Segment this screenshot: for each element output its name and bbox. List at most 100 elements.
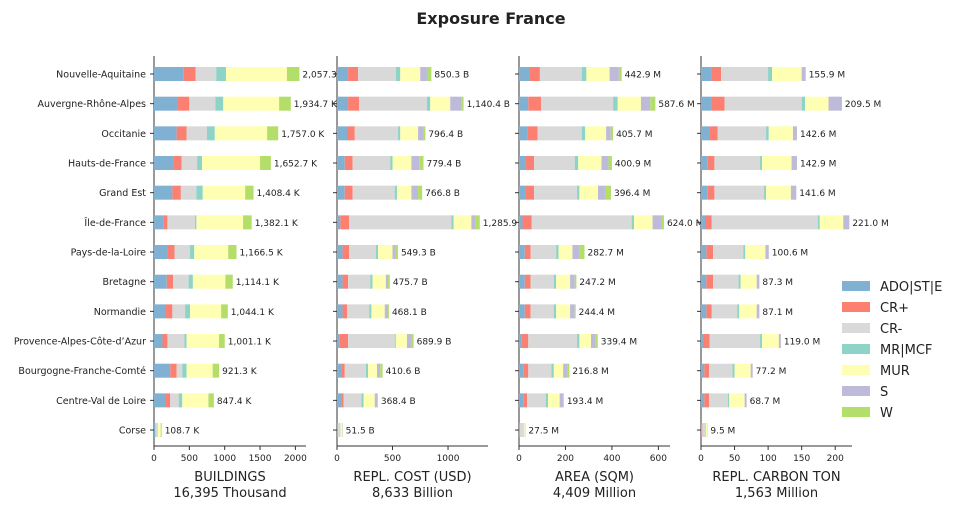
bar-segment bbox=[756, 304, 760, 319]
bar-segment bbox=[166, 274, 174, 289]
bar-segment bbox=[337, 245, 343, 260]
bar-segment bbox=[527, 126, 538, 141]
bar-segment bbox=[574, 156, 579, 171]
value-label: 1,140.4 B bbox=[467, 100, 510, 110]
bar-segment bbox=[154, 363, 171, 378]
bar-segment bbox=[172, 185, 181, 200]
bar-segment bbox=[519, 156, 526, 171]
bar-segment bbox=[711, 215, 818, 230]
bar-segment bbox=[344, 185, 353, 200]
bar-segment bbox=[541, 96, 614, 111]
value-label: 624.0 M bbox=[667, 219, 703, 229]
bar-segment bbox=[711, 67, 722, 81]
x-tick-label: 50 bbox=[729, 454, 741, 464]
value-label: 468.1 B bbox=[392, 308, 427, 318]
bar-segment bbox=[805, 96, 829, 111]
bar-segment bbox=[173, 274, 189, 289]
bar-segment bbox=[395, 67, 401, 81]
bar-segment bbox=[519, 423, 520, 438]
bar-segment bbox=[768, 67, 773, 81]
bar-segment bbox=[163, 215, 168, 230]
value-label: 549.3 B bbox=[401, 249, 436, 259]
bar-segment bbox=[519, 245, 525, 260]
value-label: 1,934.7 K bbox=[294, 100, 338, 110]
bar-segment bbox=[558, 245, 573, 260]
bar-segment bbox=[843, 215, 850, 230]
bar-segment bbox=[418, 126, 424, 141]
bar-segment bbox=[523, 423, 525, 438]
bar-segment bbox=[791, 156, 797, 171]
bar-segment bbox=[519, 363, 524, 378]
region-label: Île-de-France bbox=[83, 217, 146, 229]
bar-segment bbox=[609, 67, 619, 81]
bar-segment bbox=[192, 274, 226, 289]
bar-segment bbox=[530, 245, 557, 260]
bar-segment bbox=[729, 393, 745, 408]
bar-segment bbox=[216, 67, 227, 81]
bar-segment bbox=[188, 274, 193, 289]
bar-segment bbox=[525, 185, 535, 200]
bar-segment bbox=[419, 156, 424, 171]
bar-segment bbox=[739, 304, 757, 319]
bar-segment bbox=[453, 215, 472, 230]
bar-segment bbox=[400, 126, 419, 141]
bar-segment bbox=[358, 67, 396, 81]
bar-segment bbox=[155, 423, 158, 438]
bar-segment bbox=[208, 393, 214, 408]
region-labels: Nouvelle-Aquitaine Auvergne-Rhône-Alpes Oc… bbox=[14, 70, 146, 437]
bar-segment bbox=[420, 67, 427, 81]
bar-segment bbox=[766, 185, 791, 200]
bar-segment bbox=[260, 156, 271, 171]
bar-segment bbox=[190, 304, 222, 319]
bar-segment bbox=[380, 363, 383, 378]
bar-segment bbox=[528, 363, 552, 378]
value-label: 68.7 M bbox=[750, 397, 781, 407]
value-label: 100.6 M bbox=[772, 249, 808, 259]
region-label: Corse bbox=[119, 426, 146, 437]
value-label: 87.3 M bbox=[762, 278, 793, 288]
bar-segment bbox=[167, 215, 196, 230]
value-label: 27.5 M bbox=[528, 427, 559, 437]
bar-segment bbox=[363, 393, 375, 408]
bar-segment bbox=[724, 96, 802, 111]
bar-segment bbox=[337, 156, 345, 171]
bar-segment bbox=[392, 245, 396, 260]
bar-segment bbox=[388, 304, 389, 319]
bar-segment bbox=[521, 334, 529, 349]
bar-segment bbox=[525, 156, 535, 171]
bar-segment bbox=[337, 96, 349, 111]
bar-segment bbox=[341, 393, 344, 408]
bar-segment bbox=[340, 215, 350, 230]
value-label: 1,382.1 K bbox=[255, 219, 299, 229]
bar-segment bbox=[768, 126, 793, 141]
bar-segment bbox=[172, 304, 186, 319]
bar-segment bbox=[701, 274, 707, 289]
bar-segment bbox=[376, 393, 378, 408]
bar-segment bbox=[341, 363, 345, 378]
bar-segment bbox=[522, 215, 532, 230]
value-label: 1,285.9 B bbox=[483, 219, 526, 229]
x-tick-label: 2000 bbox=[284, 454, 307, 464]
bar-segment bbox=[337, 185, 345, 200]
value-label: 475.7 B bbox=[393, 278, 428, 288]
bar-segment bbox=[772, 67, 802, 81]
value-label: 221.0 M bbox=[852, 219, 888, 229]
bar-segment bbox=[186, 126, 208, 141]
x-tick-label: 200 bbox=[827, 454, 844, 464]
bar-segment bbox=[348, 96, 360, 111]
bar-segment bbox=[346, 304, 370, 319]
bar-segment bbox=[744, 393, 747, 408]
bar-segment bbox=[709, 363, 733, 378]
bar-segment bbox=[395, 245, 398, 260]
bar-segment bbox=[154, 67, 184, 81]
bar-segment bbox=[178, 96, 190, 111]
bar-segment bbox=[154, 126, 177, 141]
bar-segment bbox=[365, 363, 369, 378]
bar-segment bbox=[390, 156, 393, 171]
region-label: Provence-Alpes-Côte-d’Azur bbox=[14, 337, 146, 348]
value-label: 405.7 M bbox=[616, 130, 652, 140]
bar-segment bbox=[190, 245, 195, 260]
bar-segment bbox=[524, 304, 531, 319]
bar-segment bbox=[184, 334, 187, 349]
